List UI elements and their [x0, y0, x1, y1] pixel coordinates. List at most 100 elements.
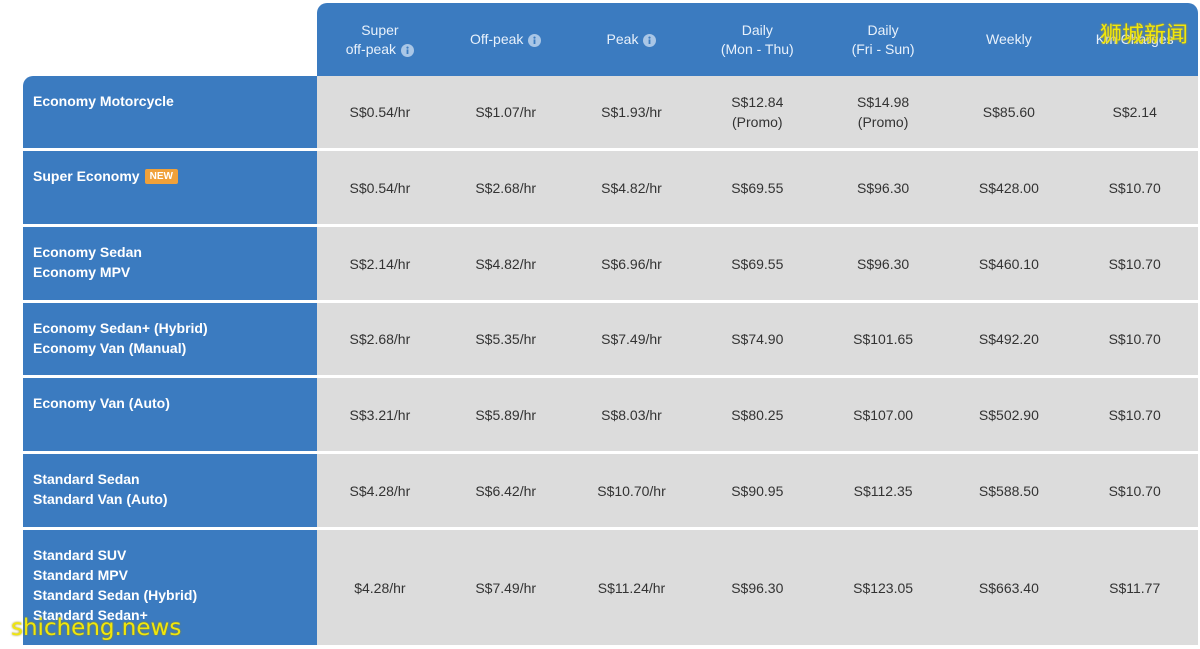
vehicle-type-line: Super Economy NEW: [33, 166, 307, 186]
vehicle-type-line: Standard Sedan (Hybrid): [33, 585, 307, 605]
table-row: Super Economy NEW S$0.54/hr S$2.68/hr S$4.82…: [0, 151, 1200, 224]
price-cell: S$5.89/hr: [443, 378, 569, 451]
price-cell: S$2.68/hr: [317, 303, 443, 375]
price-cell: S$10.70: [1072, 151, 1198, 224]
price-cell: S$123.05: [820, 530, 946, 645]
price-cell: S$107.00: [820, 378, 946, 451]
price-value: S$7.49/hr: [475, 579, 537, 596]
price-cell: S$10.70: [1072, 454, 1198, 527]
price-value: S$5.89/hr: [475, 406, 537, 423]
vehicle-type-line: Standard Sedan: [33, 469, 307, 489]
price-cell: S$112.35: [820, 454, 946, 527]
price-value: S$4.82/hr: [475, 255, 537, 272]
price-cell: S$6.96/hr: [569, 227, 695, 300]
header-cell: Weekly: [946, 3, 1072, 76]
price-cell: S$6.42/hr: [443, 454, 569, 527]
price-value: S$502.90: [978, 406, 1039, 423]
price-value: S$10.70: [1108, 482, 1161, 499]
price-value: S$107.00: [853, 406, 914, 423]
vehicle-type-cell: Economy Van (Auto): [23, 378, 317, 451]
price-value: S$2.14: [1112, 104, 1157, 120]
header-line: Daily: [742, 21, 773, 40]
price-value: S$4.82/hr: [601, 179, 662, 196]
price-value: S$6.96/hr: [601, 255, 662, 272]
header-label: Super: [361, 21, 399, 38]
price-cell: S$69.55: [694, 227, 820, 300]
info-icon[interactable]: [528, 33, 542, 47]
price-value: S$96.30: [857, 179, 910, 196]
vehicle-type-cell: Economy Sedan Economy MPV: [23, 227, 317, 300]
watermark-bottom-left: shicheng.news: [11, 615, 182, 641]
price-value: S$3.21/hr: [349, 406, 411, 423]
info-icon[interactable]: [643, 33, 657, 47]
price-cell: S$10.70: [1072, 378, 1198, 451]
price-cell: S$428.00: [946, 151, 1072, 224]
header-line: Daily: [868, 21, 899, 40]
price-value: S$74.90: [731, 331, 784, 347]
price-value: S$2.14/hr: [349, 255, 411, 272]
vehicle-type-line: Standard Van (Auto): [33, 489, 307, 509]
header-cell: Km Charges: [1072, 3, 1198, 76]
vehicle-type-line: Economy MPV: [33, 262, 307, 282]
price-value: S$0.54/hr: [349, 179, 411, 196]
price-value: S$12.84: [731, 94, 784, 110]
table-row: Standard SUV Standard MPV Standard Sedan (…: [0, 530, 1200, 645]
price-cell: S$7.49/hr: [569, 303, 695, 375]
price-value: S$428.00: [978, 179, 1039, 196]
vehicle-type-cell: Economy Sedan+ (Hybrid) Economy Van (Manu…: [23, 303, 317, 375]
price-value: S$101.65: [853, 331, 914, 347]
header-label: Daily: [867, 21, 899, 38]
table-row: Economy Van (Auto) S$3.21/hr S$5.89/hr S$8.…: [0, 378, 1200, 451]
price-value: S$460.10: [978, 255, 1039, 272]
price-cell: $4.28/hr: [317, 530, 443, 645]
price-cell: S$14.98 (Promo): [820, 76, 946, 148]
new-badge: NEW: [144, 168, 178, 184]
price-value: S$10.70: [1108, 406, 1161, 423]
price-cells: S$2.68/hr S$5.35/hr S$7.49/hr S$74.90 S$101.…: [317, 303, 1198, 375]
vehicle-type-label: Standard Sedan (Hybrid): [33, 587, 198, 603]
header-line: Peak: [607, 30, 657, 49]
price-value: S$10.70: [1108, 331, 1161, 347]
price-value: S$1.93/hr: [601, 104, 662, 120]
info-icon[interactable]: [401, 43, 415, 57]
price-value: S$0.54/hr: [349, 104, 411, 120]
price-cell: S$85.60: [946, 76, 1072, 148]
vehicle-type-label: Economy Van (Manual): [33, 340, 187, 356]
header-label: Off-peak: [469, 31, 524, 47]
header-label: Km Charges: [1095, 31, 1174, 47]
vehicle-type-label: Super Economy: [33, 168, 140, 184]
vehicle-type-label: Economy MPV: [33, 264, 131, 280]
price-value: S$14.98: [857, 94, 910, 110]
price-cell: S$4.82/hr: [569, 151, 695, 224]
header-line: Off-peak: [469, 30, 542, 49]
vehicle-type-label: Standard MPV: [33, 567, 128, 583]
vehicle-type-label: Standard Van (Auto): [33, 491, 168, 507]
price-cells: S$0.54/hr S$1.07/hr S$1.93/hr S$12.84 (Promo…: [317, 76, 1198, 148]
price-cells: S$4.28/hr S$6.42/hr S$10.70/hr S$90.95 S$112…: [317, 454, 1198, 527]
vehicle-type-cell: Economy Motorcycle: [23, 76, 317, 148]
table-row: Standard Sedan Standard Van (Auto) S$4.28/…: [0, 454, 1200, 527]
vehicle-type-cell: Standard SUV Standard MPV Standard Sedan (…: [23, 530, 317, 645]
price-value: S$492.20: [978, 331, 1039, 347]
price-cell: S$502.90: [946, 378, 1072, 451]
vehicle-type-label: Economy Sedan+ (Hybrid): [33, 320, 208, 336]
header-label: (Mon - Thu): [720, 40, 794, 57]
price-cell: S$96.30: [694, 530, 820, 645]
price-value: S$69.55: [731, 179, 784, 196]
header-line: off-peak: [346, 40, 415, 59]
header-label: Daily: [741, 21, 773, 38]
vehicle-type-line: Economy Sedan: [33, 242, 307, 262]
header-cell: Daily (Fri - Sun): [820, 3, 946, 76]
header-line: Km Charges: [1096, 30, 1174, 49]
price-value: S$588.50: [978, 482, 1039, 499]
price-value: S$2.68/hr: [475, 179, 537, 196]
price-value: S$10.70/hr: [597, 482, 666, 499]
price-cell: S$5.35/hr: [443, 303, 569, 375]
vehicle-type-label: Standard SUV: [33, 547, 127, 563]
price-value: S$1.07/hr: [475, 104, 537, 120]
price-value: (Promo): [857, 114, 909, 130]
header-cell: Peak: [569, 3, 695, 76]
price-value: S$96.30: [857, 255, 910, 272]
price-value: S$10.70: [1108, 255, 1161, 272]
